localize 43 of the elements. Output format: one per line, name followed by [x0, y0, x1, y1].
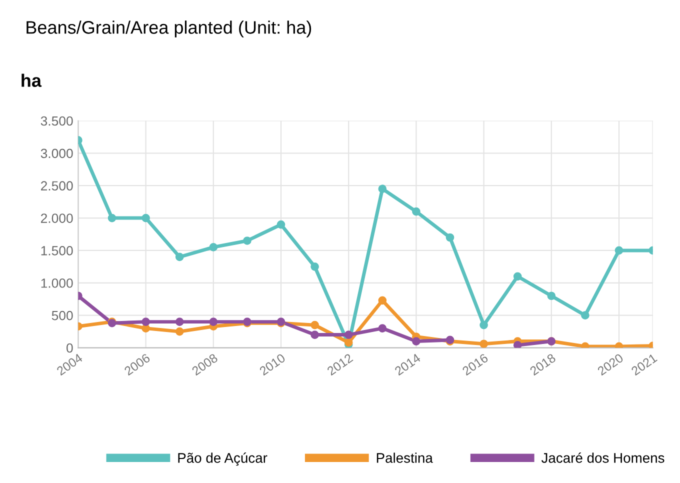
point: [310, 320, 319, 330]
point: [480, 340, 488, 348]
point: [175, 327, 184, 336]
y-tick-label: 2.000: [40, 214, 73, 223]
point: [142, 214, 150, 222]
legend-label: Pão de Açúcar: [178, 452, 268, 466]
point: [480, 320, 488, 330]
y-tick-label: 2.500: [40, 181, 73, 191]
point: [581, 342, 590, 348]
legend-label: Jacaré dos Homens: [541, 452, 664, 463]
x-tick-label: 2021: [630, 353, 658, 376]
y-tick-label: 0: [66, 343, 73, 353]
y-tick-label: 500: [52, 310, 73, 320]
point: [513, 272, 522, 281]
point: [378, 296, 387, 305]
point: [209, 318, 218, 326]
point: [276, 220, 286, 229]
point: [142, 324, 150, 332]
y-tick-label: 3.500: [40, 116, 73, 126]
point: [513, 341, 522, 348]
point: [344, 330, 353, 339]
point: [310, 262, 319, 271]
point: [175, 318, 184, 326]
chart-title: Beans/Grain/Area planted (Unit: ha): [26, 20, 312, 38]
y-tick-label: 1.500: [41, 246, 73, 256]
point: [243, 236, 252, 245]
point: [209, 243, 218, 252]
point: [378, 184, 387, 194]
y-tick-label: 1.000: [41, 278, 73, 288]
point: [547, 292, 556, 300]
point: [378, 324, 387, 332]
point: [310, 330, 319, 339]
point: [412, 207, 420, 216]
y-axis-title: ha: [22, 74, 42, 87]
point: [175, 252, 184, 262]
point: [108, 214, 116, 222]
y-tick-label: 3.000: [40, 148, 73, 158]
point: [614, 246, 624, 255]
point: [142, 318, 150, 326]
point: [412, 337, 420, 346]
point: [446, 233, 454, 242]
point: [581, 311, 590, 320]
legend-label: Palestina: [376, 452, 433, 463]
